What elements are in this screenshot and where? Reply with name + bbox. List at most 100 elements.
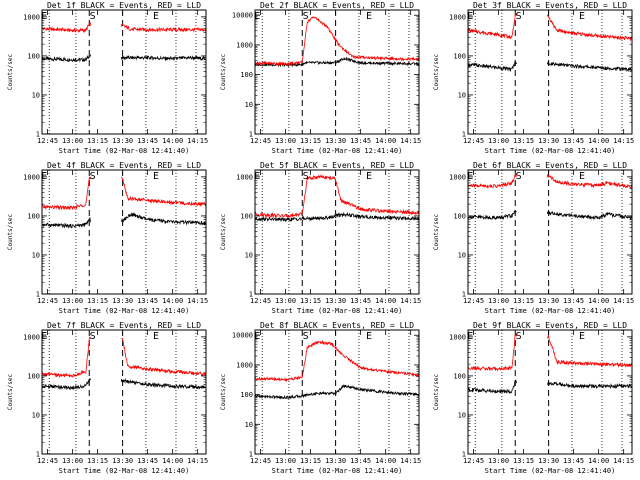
lld-series-line <box>42 22 206 34</box>
y-tick-label: 1 <box>249 291 253 299</box>
y-tick-label: 1000 <box>23 13 40 21</box>
x-tick-label: 13:15 <box>300 297 321 305</box>
panel-title: Det 1f BLACK = Events, RED = LLD <box>47 1 201 10</box>
y-tick-label: 10000 <box>232 12 253 20</box>
x-tick-label: 13:45 <box>137 297 158 305</box>
x-tick-label: 13:15 <box>300 457 321 465</box>
interval-marker-label: E <box>153 171 159 182</box>
lightcurve-panel: Det 4f BLACK = Events, RED = LLD Counts/s… <box>7 161 208 315</box>
x-tick-label: 13:30 <box>112 137 133 145</box>
x-tick-label: 13:15 <box>87 457 108 465</box>
y-tick-label: 100 <box>453 212 466 220</box>
events-series-line <box>468 379 632 394</box>
y-tick-label: 10 <box>32 91 40 99</box>
lld-series-line <box>42 176 206 211</box>
x-tick-label: 12:45 <box>37 137 58 145</box>
y-tick-label: 1 <box>36 131 40 139</box>
y-tick-label: 100 <box>27 212 40 220</box>
x-axis-label: Start Time (02-Mar-08 12:41:40) <box>272 307 403 315</box>
interval-marker-label: E <box>153 331 159 342</box>
y-axis-label: Counts/sec <box>7 54 14 91</box>
interval-marker-label: S <box>90 171 96 182</box>
y-tick-label: 1 <box>462 131 466 139</box>
panel-title: Det 4f BLACK = Events, RED = LLD <box>47 161 201 170</box>
y-tick-label: 1000 <box>449 13 466 21</box>
x-tick-label: 14:00 <box>375 297 396 305</box>
x-tick-label: 13:45 <box>350 297 371 305</box>
x-tick-label: 13:45 <box>563 297 584 305</box>
x-axis-label: Start Time (02-Mar-08 12:41:40) <box>272 147 403 155</box>
x-tick-label: 14:15 <box>613 137 634 145</box>
x-tick-label: 13:30 <box>112 297 133 305</box>
x-tick-label: 12:45 <box>463 297 484 305</box>
interval-marker-label: E <box>153 11 159 22</box>
x-tick-label: 13:30 <box>325 297 346 305</box>
y-tick-label: 100 <box>27 372 40 380</box>
x-tick-label: 14:00 <box>162 137 183 145</box>
y-tick-label: 1 <box>249 131 253 139</box>
y-tick-label: 1000 <box>236 41 253 49</box>
lld-series-line <box>255 16 419 67</box>
x-tick-label: 13:00 <box>275 297 296 305</box>
x-tick-label: 14:15 <box>613 457 634 465</box>
x-tick-label: 12:45 <box>250 137 271 145</box>
plot-frame <box>467 329 633 455</box>
x-tick-label: 13:15 <box>513 457 534 465</box>
y-tick-label: 100 <box>453 372 466 380</box>
y-tick-label: 100 <box>453 52 466 60</box>
x-tick-label: 14:00 <box>588 137 609 145</box>
interval-marker-label: E <box>579 11 585 22</box>
interval-marker-label: E <box>366 331 372 342</box>
interval-marker-label: E <box>579 171 585 182</box>
x-tick-label: 13:00 <box>62 137 83 145</box>
panel-title: Det 6f BLACK = Events, RED = LLD <box>473 161 627 170</box>
y-tick-label: 1 <box>462 451 466 459</box>
y-tick-label: 10 <box>458 91 466 99</box>
x-axis-label: Start Time (02-Mar-08 12:41:40) <box>59 147 190 155</box>
interval-marker-label: S <box>516 11 522 22</box>
lld-series-line <box>468 333 632 372</box>
x-tick-label: 13:30 <box>538 297 559 305</box>
x-tick-label: 12:45 <box>250 457 271 465</box>
lightcurve-panel: Det 9f BLACK = Events, RED = LLD Counts/s… <box>433 321 634 475</box>
x-axis-label: Start Time (02-Mar-08 12:41:40) <box>485 467 616 475</box>
events-series-line <box>255 384 419 400</box>
x-axis-label: Start Time (02-Mar-08 12:41:40) <box>485 307 616 315</box>
x-tick-label: 13:30 <box>112 457 133 465</box>
x-tick-label: 14:00 <box>162 297 183 305</box>
interval-marker-label: E <box>366 11 372 22</box>
x-tick-label: 14:00 <box>588 457 609 465</box>
x-tick-label: 13:00 <box>275 457 296 465</box>
y-axis-label: Counts/sec <box>220 374 227 411</box>
y-axis-label: Counts/sec <box>433 54 440 91</box>
x-tick-label: 13:30 <box>538 457 559 465</box>
y-tick-label: 10 <box>245 251 253 259</box>
y-tick-label: 10 <box>32 411 40 419</box>
plot-frame <box>254 329 420 455</box>
x-tick-label: 13:00 <box>275 137 296 145</box>
x-tick-label: 13:00 <box>488 297 509 305</box>
interval-marker-label: S <box>303 171 309 182</box>
events-series-line <box>468 210 632 221</box>
y-tick-label: 10 <box>245 101 253 109</box>
interval-marker-label: E <box>366 171 372 182</box>
y-tick-label: 100 <box>240 212 253 220</box>
x-tick-label: 13:45 <box>563 137 584 145</box>
x-tick-label: 13:00 <box>488 457 509 465</box>
lld-series-line <box>42 336 206 379</box>
x-tick-label: 14:00 <box>162 457 183 465</box>
x-tick-label: 12:45 <box>463 137 484 145</box>
interval-marker-label: S <box>303 331 309 342</box>
interval-marker-label: S <box>90 11 96 22</box>
y-axis-label: Counts/sec <box>433 374 440 411</box>
panel-title: Det 7f BLACK = Events, RED = LLD <box>47 321 201 330</box>
lightcurve-panel: Det 2f BLACK = Events, RED = LLD Counts/s… <box>220 1 421 155</box>
x-tick-label: 14:15 <box>400 297 421 305</box>
x-tick-label: 14:15 <box>187 297 208 305</box>
panel-title: Det 5f BLACK = Events, RED = LLD <box>260 161 414 170</box>
events-series-line <box>255 211 419 223</box>
panel-title: Det 9f BLACK = Events, RED = LLD <box>473 321 627 330</box>
plot-frame <box>41 169 207 295</box>
x-tick-label: 13:45 <box>350 457 371 465</box>
y-tick-label: 100 <box>240 391 253 399</box>
